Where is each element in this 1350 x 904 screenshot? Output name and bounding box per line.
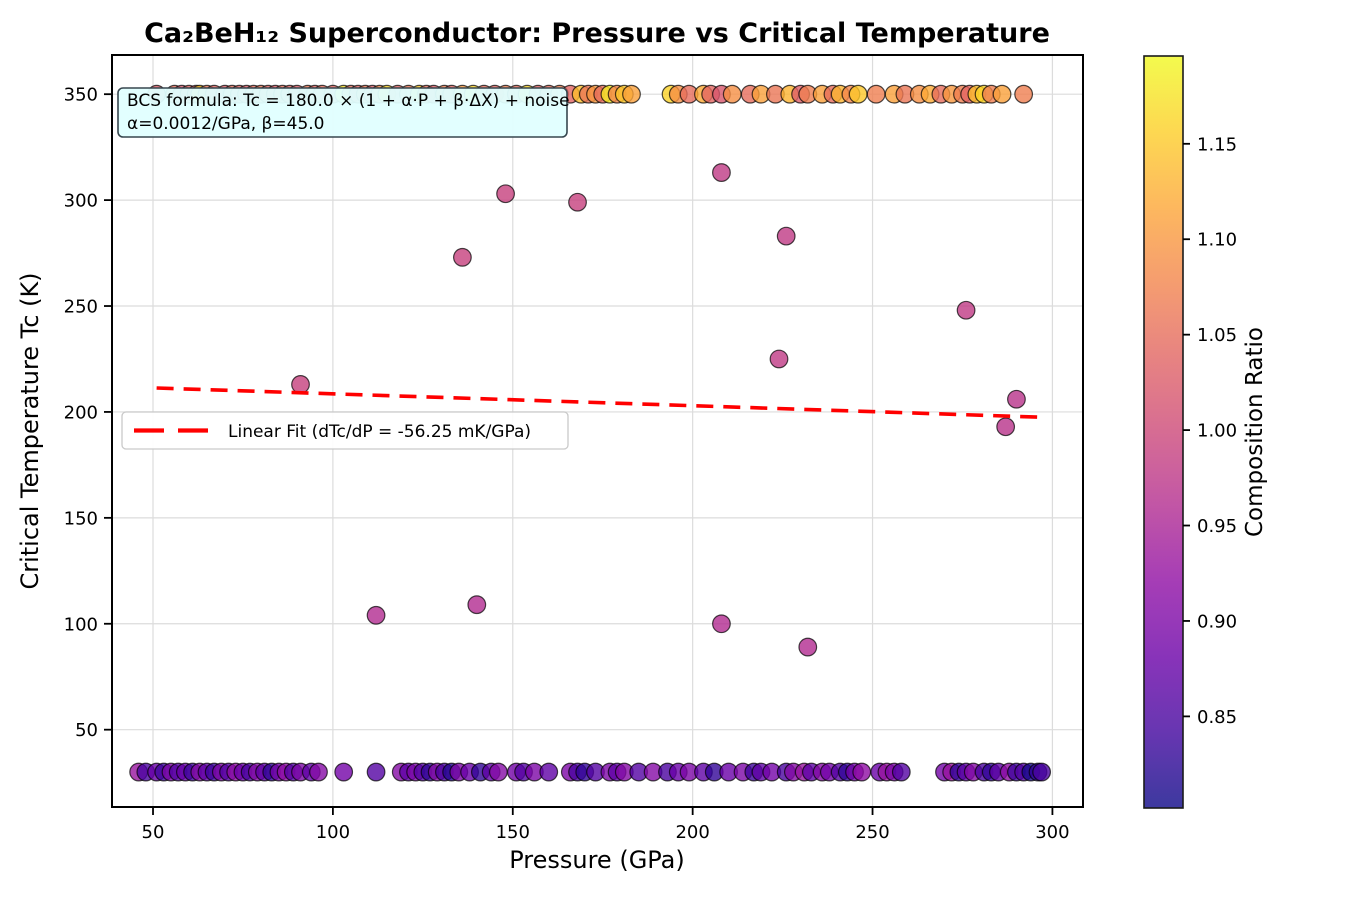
annotation-line-2: α=0.0012/GPa, β=45.0	[127, 114, 325, 134]
scatter-point	[712, 614, 731, 634]
y-tick-label: 200	[64, 402, 98, 423]
y-tick-label: 300	[64, 191, 98, 212]
x-axis-ticks: 50 100 150 200 250 300	[142, 807, 1070, 843]
scatter-point	[568, 192, 587, 212]
scatter-point	[956, 300, 976, 320]
scatter-point	[453, 247, 472, 267]
scatter-point	[291, 374, 310, 394]
scatter-point	[712, 163, 731, 182]
scatter-point	[992, 84, 1012, 104]
x-tick-label: 300	[1035, 822, 1069, 843]
colorbar-label: Composition Ratio	[1242, 327, 1268, 537]
scatter-point	[1007, 389, 1026, 409]
colorbar-tick-label: 1.10	[1197, 230, 1237, 251]
colorbar-tick-label: 0.95	[1197, 516, 1237, 537]
scatter-point	[996, 417, 1016, 437]
y-tick-label: 100	[64, 614, 98, 635]
scatter-point	[722, 84, 742, 104]
y-tick-label: 250	[64, 297, 98, 318]
colorbar-tick-label: 0.85	[1197, 707, 1237, 728]
x-tick-label: 50	[142, 822, 165, 843]
scatter-point	[622, 84, 641, 104]
x-tick-label: 150	[496, 822, 530, 843]
colorbar-ticks: 1.15 1.10 1.05 1.00 0.95 0.90 0.85	[1183, 134, 1237, 728]
annotation-box: BCS formula: Tc = 180.0 × (1 + α·P + β·Δ…	[117, 87, 570, 138]
colorbar: 1.15 1.10 1.05 1.00 0.95 0.90 0.85 Composition…	[1143, 55, 1268, 809]
y-axis-label: Critical Temperature Tc (K)	[16, 272, 44, 589]
scatter-point	[496, 184, 515, 204]
y-axis-ticks: 50 100 150 200 250 300 350	[64, 85, 112, 741]
scatter-point	[776, 226, 796, 246]
scatter-point	[848, 84, 868, 104]
scatter-point	[309, 762, 328, 782]
y-tick-label: 50	[75, 720, 98, 741]
y-tick-label: 350	[64, 85, 98, 106]
colorbar-tick-label: 1.00	[1197, 421, 1237, 442]
x-tick-label: 250	[855, 822, 889, 843]
colorbar-gradient-bar	[1143, 55, 1184, 809]
scatter-point	[366, 762, 386, 782]
y-tick-label: 150	[64, 508, 98, 529]
legend-frame	[121, 411, 569, 450]
x-tick-label: 100	[316, 822, 350, 843]
annotation-frame	[117, 87, 568, 138]
x-axis-label: Pressure (GPa)	[509, 846, 685, 874]
scatter-point	[467, 595, 487, 615]
colorbar-tick-label: 1.05	[1197, 325, 1237, 346]
axes: 50 100 150 200 250 300 50 100 150 200 250 300 350 C…	[16, 18, 1084, 874]
scatter-point	[852, 762, 872, 782]
x-tick-label: 200	[675, 822, 709, 843]
legend: Linear Fit (dTc/dP = -56.25 mK/GPa)	[121, 411, 569, 450]
chart-title: Ca₂BeH₁₂ Superconductor: Pressure vs Cri…	[144, 18, 1050, 49]
scatter-point	[539, 762, 559, 782]
scatter-point	[866, 84, 886, 104]
scatter-point	[334, 762, 354, 782]
annotation-line-1: BCS formula: Tc = 180.0 × (1 + α·P + β·Δ…	[127, 91, 570, 111]
scatter-point	[366, 605, 386, 625]
scatter-point	[488, 762, 508, 782]
linear-fit-line	[156, 386, 1042, 420]
colorbar-tick-label: 0.90	[1197, 611, 1237, 632]
plot-area-border	[111, 54, 1084, 808]
legend-label: Linear Fit (dTc/dP = -56.25 mK/GPa)	[228, 422, 531, 442]
scatter-point	[1032, 762, 1052, 782]
scatter-point	[798, 637, 818, 657]
scatter-point	[891, 762, 911, 782]
scatter-point	[769, 349, 789, 369]
scatter-point	[1014, 84, 1034, 104]
colorbar-tick-label: 1.15	[1197, 134, 1237, 155]
